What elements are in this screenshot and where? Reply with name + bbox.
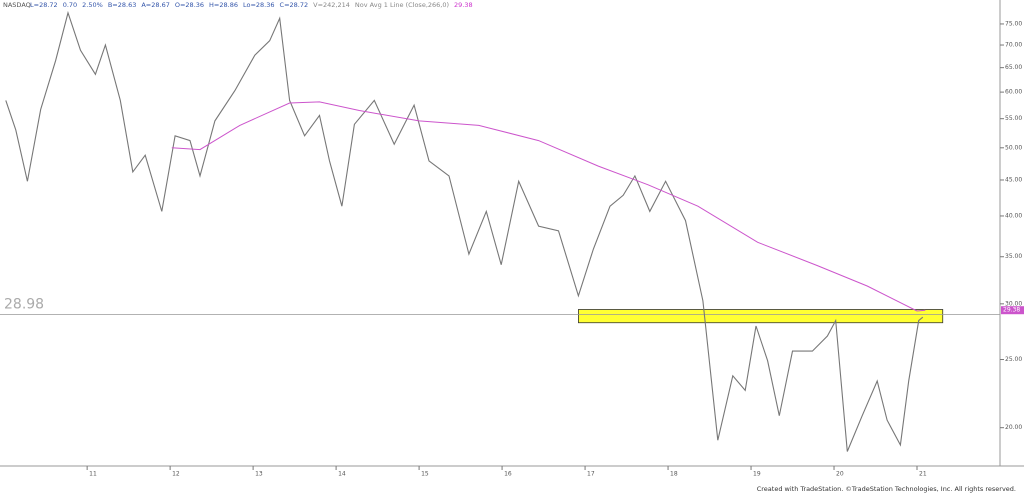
header-field: L=28.72 [30,1,58,9]
y-tick-label: 20.00 [1005,424,1022,431]
x-tick-label: 19 [753,471,761,478]
x-tick-label: 21 [919,471,927,478]
y-tick-label: 50.00 [1005,144,1022,151]
y-tick-label: 35.00 [1005,253,1022,260]
price-line-label: 28.98 [4,296,44,312]
series-line [5,10,924,452]
x-tick-label: 16 [504,471,512,478]
y-tick-label: 55.00 [1005,115,1022,122]
header-field: A=28.67 [141,1,170,9]
last-value-box [1001,306,1024,315]
y-tick-label: 45.00 [1005,176,1022,183]
y-tick-label: 60.00 [1005,89,1022,96]
header-field: 29.38 [454,1,473,9]
y-tick-label: 25.00 [1005,356,1022,363]
y-tick-label: 70.00 [1005,42,1022,49]
x-tick-label: 12 [172,471,180,478]
header-field: 2.50% [82,1,103,9]
header-field: Nov Avg 1 Line (Close,266,0) [355,1,449,9]
y-tick-label: 30.00 [1005,300,1022,307]
x-tick-label: 11 [89,471,97,478]
header-field: H=28.86 [209,1,238,9]
x-tick-label: 15 [421,471,429,478]
header-field: O=28.36 [175,1,204,9]
header-field: Lo=28.36 [243,1,275,9]
x-tick-label: 18 [670,471,678,478]
x-tick-label: 20 [836,471,844,478]
x-tick-label: 17 [587,471,595,478]
header-field: 0.70 [63,1,77,9]
y-tick-label: 40.00 [1005,212,1022,219]
footer: Created with TradeStation. ©TradeStation… [757,485,1016,493]
x-tick-label: 14 [338,471,346,478]
header-field: C=28.72 [280,1,309,9]
symbol: NASDAQ [3,1,31,9]
x-tick-label: 13 [255,471,263,478]
last-value-label: 29.38 [1003,307,1020,314]
header-field: B=28.63 [108,1,137,9]
y-tick-label: 65.00 [1005,64,1022,71]
header-field: V=242,214 [313,1,350,9]
series-line [171,101,926,312]
y-tick-label: 75.00 [1005,20,1022,27]
support-zone [578,309,944,324]
